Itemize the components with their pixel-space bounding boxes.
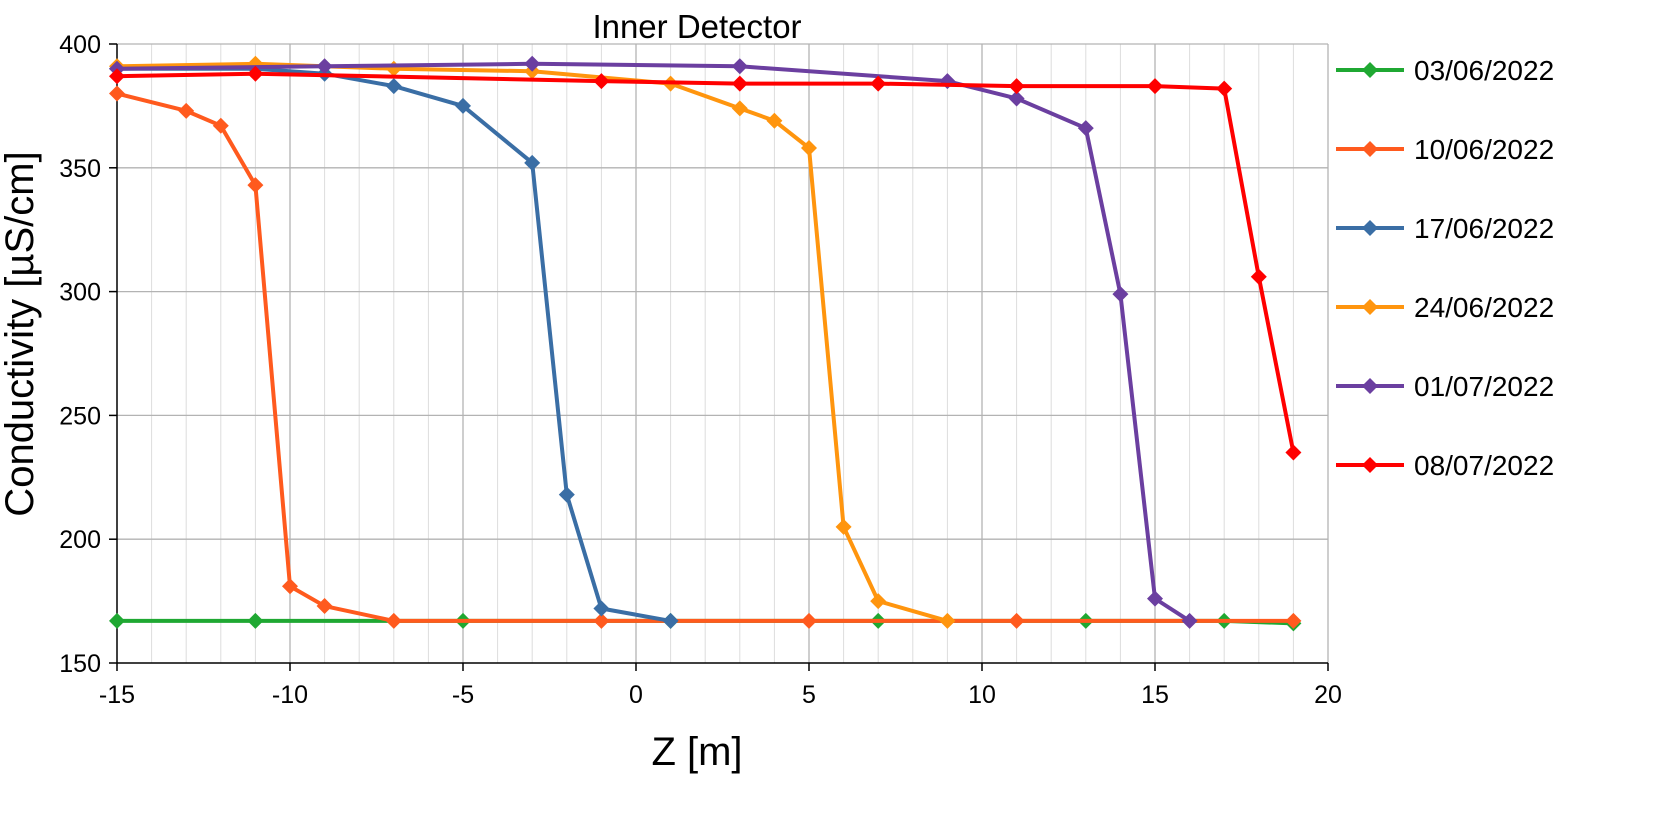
legend-label: 17/06/2022 [1414, 213, 1554, 244]
series-line [116, 61, 1191, 623]
axis-ticks: -15 -10 -5 0 5 10 15 20 150 200 250 300 350 400 [59, 31, 1342, 709]
data-point [766, 112, 783, 129]
data-point [1250, 268, 1267, 285]
x-tick-label: 20 [1314, 681, 1342, 709]
series-2 [109, 85, 1302, 629]
legend-label: 01/07/2022 [1414, 371, 1554, 402]
data-point [247, 65, 264, 82]
x-tick-label: -15 [99, 681, 135, 709]
data-point [593, 73, 610, 90]
legend-item: 17/06/2022 [1336, 213, 1554, 244]
data-point [385, 612, 402, 629]
data-point [801, 139, 817, 156]
data-point [247, 177, 264, 194]
data-point [316, 598, 333, 615]
data-point [247, 612, 264, 629]
y-tick-label: 400 [59, 31, 101, 59]
data-point [1216, 80, 1233, 97]
data-point [731, 75, 748, 92]
legend-label: 24/06/2022 [1414, 292, 1554, 323]
data-point [282, 578, 298, 595]
legend-item: 08/07/2022 [1336, 450, 1554, 481]
data-point [939, 612, 956, 629]
data-point [835, 518, 852, 535]
y-tick-label: 300 [59, 279, 101, 307]
data-point [1147, 78, 1163, 95]
x-tick-label: -5 [452, 681, 474, 709]
x-tick-label: -10 [272, 681, 308, 709]
data-point [1147, 590, 1163, 607]
x-tick-label: 5 [802, 681, 816, 709]
grid-major [117, 43, 1329, 663]
legend-label: 03/06/2022 [1414, 55, 1554, 86]
y-axis-label: Conductivity [µS/cm] [0, 151, 42, 516]
data-point [109, 85, 125, 102]
data-point [212, 117, 229, 134]
legend-item: 10/06/2022 [1336, 134, 1554, 165]
legend-marker [1362, 141, 1378, 157]
legend-marker [1362, 378, 1378, 394]
data-point [870, 593, 887, 610]
legend-label: 08/07/2022 [1414, 450, 1554, 481]
data-point [1285, 612, 1302, 629]
data-point [593, 600, 610, 617]
legend-item: 24/06/2022 [1336, 292, 1554, 323]
data-point [1008, 90, 1025, 107]
data-point [109, 612, 125, 629]
legend-marker [1362, 220, 1378, 236]
data-point [524, 55, 541, 72]
chart-title: Inner Detector [592, 8, 801, 45]
x-tick-label: 10 [968, 681, 996, 709]
legend-item: 03/06/2022 [1336, 55, 1554, 86]
y-tick-label: 350 [59, 155, 101, 183]
data-point [385, 78, 402, 95]
data-point [316, 58, 333, 75]
legend-item: 01/07/2022 [1336, 371, 1554, 402]
x-tick-label: 0 [629, 681, 643, 709]
data-point [1008, 612, 1025, 629]
grid-minor [151, 44, 1294, 663]
series-6 [109, 65, 1302, 461]
y-tick-label: 150 [59, 650, 101, 678]
y-tick-label: 200 [59, 526, 101, 554]
legend: 03/06/2022 10/06/2022 17/06/2022 24/06/2022… [1336, 55, 1554, 481]
data-point [109, 68, 125, 85]
data-point [731, 58, 748, 75]
data-point [385, 60, 402, 77]
data-point [524, 154, 541, 171]
data-point [558, 486, 575, 503]
y-tick-label: 250 [59, 402, 101, 430]
x-tick-label: 15 [1141, 681, 1169, 709]
data-point [593, 612, 610, 629]
legend-marker [1362, 457, 1378, 473]
data-point [1181, 612, 1198, 629]
series-layer [109, 55, 1302, 632]
data-point [1008, 78, 1025, 95]
data-point [662, 612, 679, 629]
data-point [731, 100, 748, 117]
data-point [1285, 444, 1302, 461]
data-point [178, 102, 195, 119]
legend-label: 10/06/2022 [1414, 134, 1554, 165]
data-point [1112, 286, 1129, 303]
legend-marker [1362, 299, 1378, 315]
series-line [116, 71, 1296, 453]
series-5 [109, 55, 1198, 629]
data-point [1077, 120, 1094, 137]
data-point [870, 75, 887, 92]
data-point [455, 97, 471, 114]
legend-marker [1362, 62, 1378, 78]
data-point [801, 612, 817, 629]
x-axis-label: Z [m] [651, 730, 742, 774]
